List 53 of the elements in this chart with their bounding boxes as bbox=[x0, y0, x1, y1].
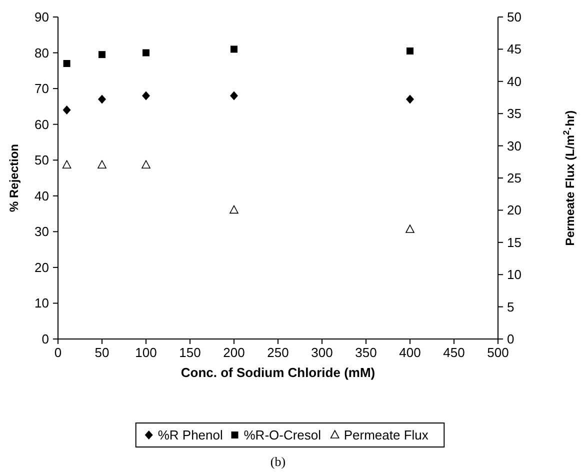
x-tick-label: 100 bbox=[135, 345, 157, 360]
y-tick-label: 50 bbox=[34, 152, 49, 168]
point bbox=[406, 224, 414, 233]
y2-tick-label: 25 bbox=[507, 170, 522, 186]
legend-label: Permeate Flux bbox=[344, 428, 429, 442]
y-tick-label: 0 bbox=[42, 332, 49, 346]
point bbox=[142, 49, 150, 56]
point bbox=[98, 94, 106, 104]
y2-tick-label: 15 bbox=[507, 234, 522, 250]
y2-tick-label: 35 bbox=[507, 106, 522, 122]
x-tick-label: 0 bbox=[54, 345, 62, 360]
point bbox=[230, 46, 238, 53]
y-axis-title: % Rejection bbox=[7, 144, 21, 212]
x-tick-label: 350 bbox=[355, 345, 377, 360]
y-tick-label: 20 bbox=[34, 260, 49, 275]
y2-tick-label: 40 bbox=[507, 74, 522, 89]
point bbox=[63, 60, 70, 68]
point bbox=[406, 94, 414, 104]
point bbox=[62, 160, 72, 169]
legend-label: %R Phenol bbox=[158, 428, 223, 442]
y2-tick-label: 5 bbox=[507, 299, 514, 314]
point bbox=[142, 91, 150, 100]
y2-tick-label: 10 bbox=[507, 267, 522, 282]
y2-tick-label: 45 bbox=[507, 42, 522, 57]
point bbox=[142, 160, 150, 169]
x-tick-label: 50 bbox=[94, 345, 110, 360]
y-tick-label: 40 bbox=[34, 188, 49, 204]
point bbox=[230, 205, 238, 214]
x-tick-label: 200 bbox=[223, 345, 245, 360]
point bbox=[98, 51, 106, 58]
x-tick-label: 250 bbox=[267, 345, 289, 360]
x-tick-label: 400 bbox=[399, 345, 421, 360]
y2-tick-label: 50 bbox=[507, 10, 522, 24]
x-tick-label: 450 bbox=[443, 345, 465, 360]
text: (b) bbox=[270, 454, 286, 469]
y-tick-label: 70 bbox=[34, 81, 49, 96]
y2-tick-label: 30 bbox=[507, 138, 522, 154]
x-tick-label: 150 bbox=[179, 345, 201, 360]
y-tick-label: 90 bbox=[34, 10, 49, 24]
y2-tick-label: 20 bbox=[507, 202, 522, 218]
x-axis-title: Conc. of Sodium Chloride (mM) bbox=[180, 365, 376, 380]
x-tick-label: 300 bbox=[311, 345, 333, 360]
point bbox=[98, 160, 106, 169]
point bbox=[62, 106, 71, 115]
point bbox=[230, 91, 238, 100]
y-tick-label: 80 bbox=[34, 45, 49, 60]
y-tick-label: 10 bbox=[34, 296, 49, 311]
legend-label: %R-O-Cresol bbox=[244, 428, 322, 442]
y2-tick-label: 0 bbox=[507, 332, 514, 346]
x-tick-label: 500 bbox=[487, 345, 509, 360]
point bbox=[406, 47, 414, 54]
y-tick-label: 30 bbox=[34, 224, 49, 240]
y-tick-label: 60 bbox=[34, 116, 49, 132]
